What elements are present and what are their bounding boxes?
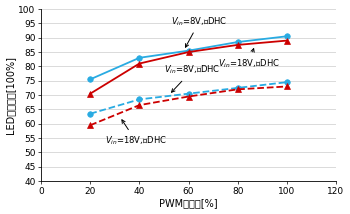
Y-axis label: LED電力効率[100%]: LED電力効率[100%] (6, 56, 15, 134)
Text: $V_{in}$=8V,無DHC: $V_{in}$=8V,無DHC (164, 64, 220, 92)
Text: $V_{in}$=18V,有DHC: $V_{in}$=18V,有DHC (218, 49, 280, 70)
X-axis label: PWM調光比[%]: PWM調光比[%] (159, 198, 218, 208)
Text: $V_{in}$=8V,有DHC: $V_{in}$=8V,有DHC (171, 15, 228, 47)
Text: $V_{in}$=18V,無DHC: $V_{in}$=18V,無DHC (105, 120, 167, 147)
